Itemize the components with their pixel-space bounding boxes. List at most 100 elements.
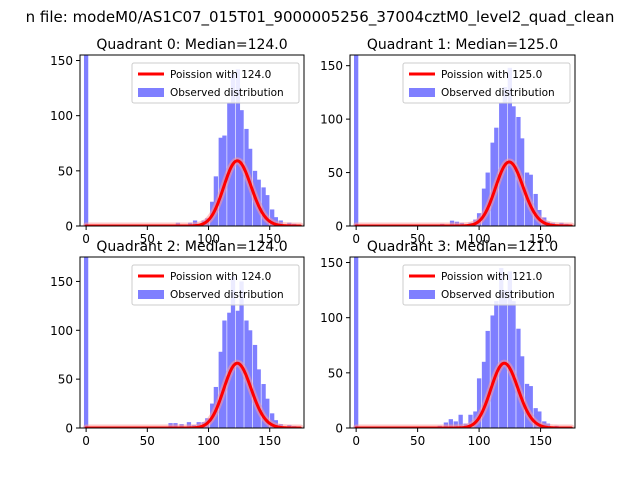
legend-label-poisson: Poission with 125.0 xyxy=(441,69,542,81)
histogram-bar xyxy=(485,330,490,428)
histogram-bar xyxy=(511,301,516,428)
y-tick-label: 150 xyxy=(320,256,343,270)
histogram-bar xyxy=(490,142,495,226)
histogram-bar xyxy=(502,87,508,226)
x-tick-label: 50 xyxy=(410,434,425,448)
histogram-bar xyxy=(218,137,223,226)
legend-label-observed: Observed distribution xyxy=(441,87,555,99)
y-tick-label: 150 xyxy=(50,275,73,289)
x-tick-label: 100 xyxy=(468,434,491,448)
legend-bar-swatch xyxy=(138,290,164,299)
histogram-bar xyxy=(261,187,266,226)
legend: Poission with 121.0 Observed distribution xyxy=(402,264,571,306)
y-tick-label: 0 xyxy=(65,220,73,234)
subplot-title: Quadrant 3: Median=121.0 xyxy=(367,239,558,255)
legend-label-poisson: Poission with 124.0 xyxy=(170,69,271,81)
histogram-bar xyxy=(239,281,244,428)
histogram-bar xyxy=(502,290,508,428)
axes-frame xyxy=(79,256,305,429)
x-tick-label: 50 xyxy=(410,232,425,246)
histogram-bar xyxy=(499,268,504,428)
histogram-bar xyxy=(230,276,236,428)
x-tick-label: 50 xyxy=(140,434,155,448)
x-tick-label: 0 xyxy=(352,232,360,246)
histogram-bar xyxy=(507,67,512,226)
legend-label-poisson: Poission with 121.0 xyxy=(441,271,542,283)
legend: Poission with 124.0 Observed distribution xyxy=(131,264,300,306)
x-tick-label: 0 xyxy=(352,434,360,448)
subplot-title: Quadrant 1: Median=125.0 xyxy=(367,37,558,53)
histogram-bar xyxy=(481,188,487,226)
subplot-grid: 0 50 100 150 0 50 100 150 Quadrant 0: Median=124… xyxy=(50,37,576,448)
histogram-bar xyxy=(230,73,236,226)
axes-frame xyxy=(79,54,305,227)
histogram-bar xyxy=(354,55,359,226)
legend-label-observed: Observed distribution xyxy=(170,289,284,301)
histogram-bar xyxy=(83,257,89,428)
x-tick-label: 100 xyxy=(197,232,220,246)
y-tick-label: 50 xyxy=(58,373,73,387)
histogram-bar xyxy=(490,315,495,428)
legend: Poission with 124.0 Observed distribution xyxy=(131,62,300,104)
histogram-bar xyxy=(265,195,270,226)
subplot-quadrant-1: 0 50 100 150 0 50 100 150 Quadrant 1: Median=125… xyxy=(320,37,576,246)
y-tick-label: 0 xyxy=(335,220,343,234)
legend-box xyxy=(131,62,300,104)
histogram-bar xyxy=(468,414,473,428)
histogram-bar xyxy=(270,413,275,428)
y-tick-label: 50 xyxy=(328,366,343,380)
axes-frame xyxy=(349,256,576,429)
histogram-bar xyxy=(354,257,359,428)
axes-frame xyxy=(349,54,576,227)
histogram-bar xyxy=(458,414,463,428)
x-tick-label: 150 xyxy=(258,434,281,448)
legend-box xyxy=(402,62,571,104)
histogram-bar xyxy=(448,419,453,428)
histogram-bar xyxy=(507,271,512,428)
y-tick-label: 100 xyxy=(320,311,343,325)
y-tick-label: 0 xyxy=(65,422,73,436)
histogram-bar xyxy=(476,378,482,428)
y-tick-label: 150 xyxy=(50,54,73,68)
legend-label-poisson: Poission with 124.0 xyxy=(170,271,271,283)
histogram-bar xyxy=(270,209,275,226)
histogram-bar xyxy=(481,361,487,428)
x-tick-label: 0 xyxy=(82,232,90,246)
y-tick-label: 100 xyxy=(320,113,343,127)
y-tick-label: 100 xyxy=(50,324,73,338)
histogram-bar xyxy=(528,386,533,428)
y-tick-label: 100 xyxy=(50,109,73,123)
histogram-bar xyxy=(261,384,266,428)
subplot-quadrant-2: 0 50 100 150 0 50 100 150 Quadrant 2: Median=124… xyxy=(50,239,305,448)
subplot-title: Quadrant 2: Median=124.0 xyxy=(96,239,287,255)
subplot-title: Quadrant 0: Median=124.0 xyxy=(96,37,287,53)
histogram-bar xyxy=(83,55,89,226)
legend-bar-swatch xyxy=(409,88,435,97)
x-tick-label: 150 xyxy=(258,232,281,246)
legend-bar-swatch xyxy=(138,88,164,97)
histogram-bar xyxy=(222,320,227,428)
figure-suptitle: n file: modeM0/AS1C07_015T01_9000005256_… xyxy=(26,8,615,27)
x-tick-label: 100 xyxy=(197,434,220,448)
y-tick-label: 50 xyxy=(328,166,343,180)
histogram-bar xyxy=(256,369,261,428)
histogram-bar xyxy=(252,344,258,428)
y-tick-label: 150 xyxy=(320,59,343,73)
legend-box xyxy=(131,264,300,306)
x-tick-label: 150 xyxy=(529,232,552,246)
subplot-quadrant-3: 0 50 100 150 0 50 100 150 Quadrant 3: Median=121… xyxy=(320,239,576,448)
legend: Poission with 125.0 Observed distribution xyxy=(402,62,571,104)
histogram-bar xyxy=(265,398,270,428)
legend-label-observed: Observed distribution xyxy=(170,87,284,99)
x-tick-label: 50 xyxy=(140,232,155,246)
legend-box xyxy=(402,264,571,306)
histogram-bar xyxy=(235,69,241,226)
histogram-bar xyxy=(235,310,241,428)
histogram-bar xyxy=(537,411,542,428)
legend-bar-swatch xyxy=(409,290,435,299)
x-tick-label: 150 xyxy=(529,434,552,448)
x-tick-label: 100 xyxy=(468,232,491,246)
histogram-bar xyxy=(516,328,521,428)
legend-label-observed: Observed distribution xyxy=(441,289,555,301)
